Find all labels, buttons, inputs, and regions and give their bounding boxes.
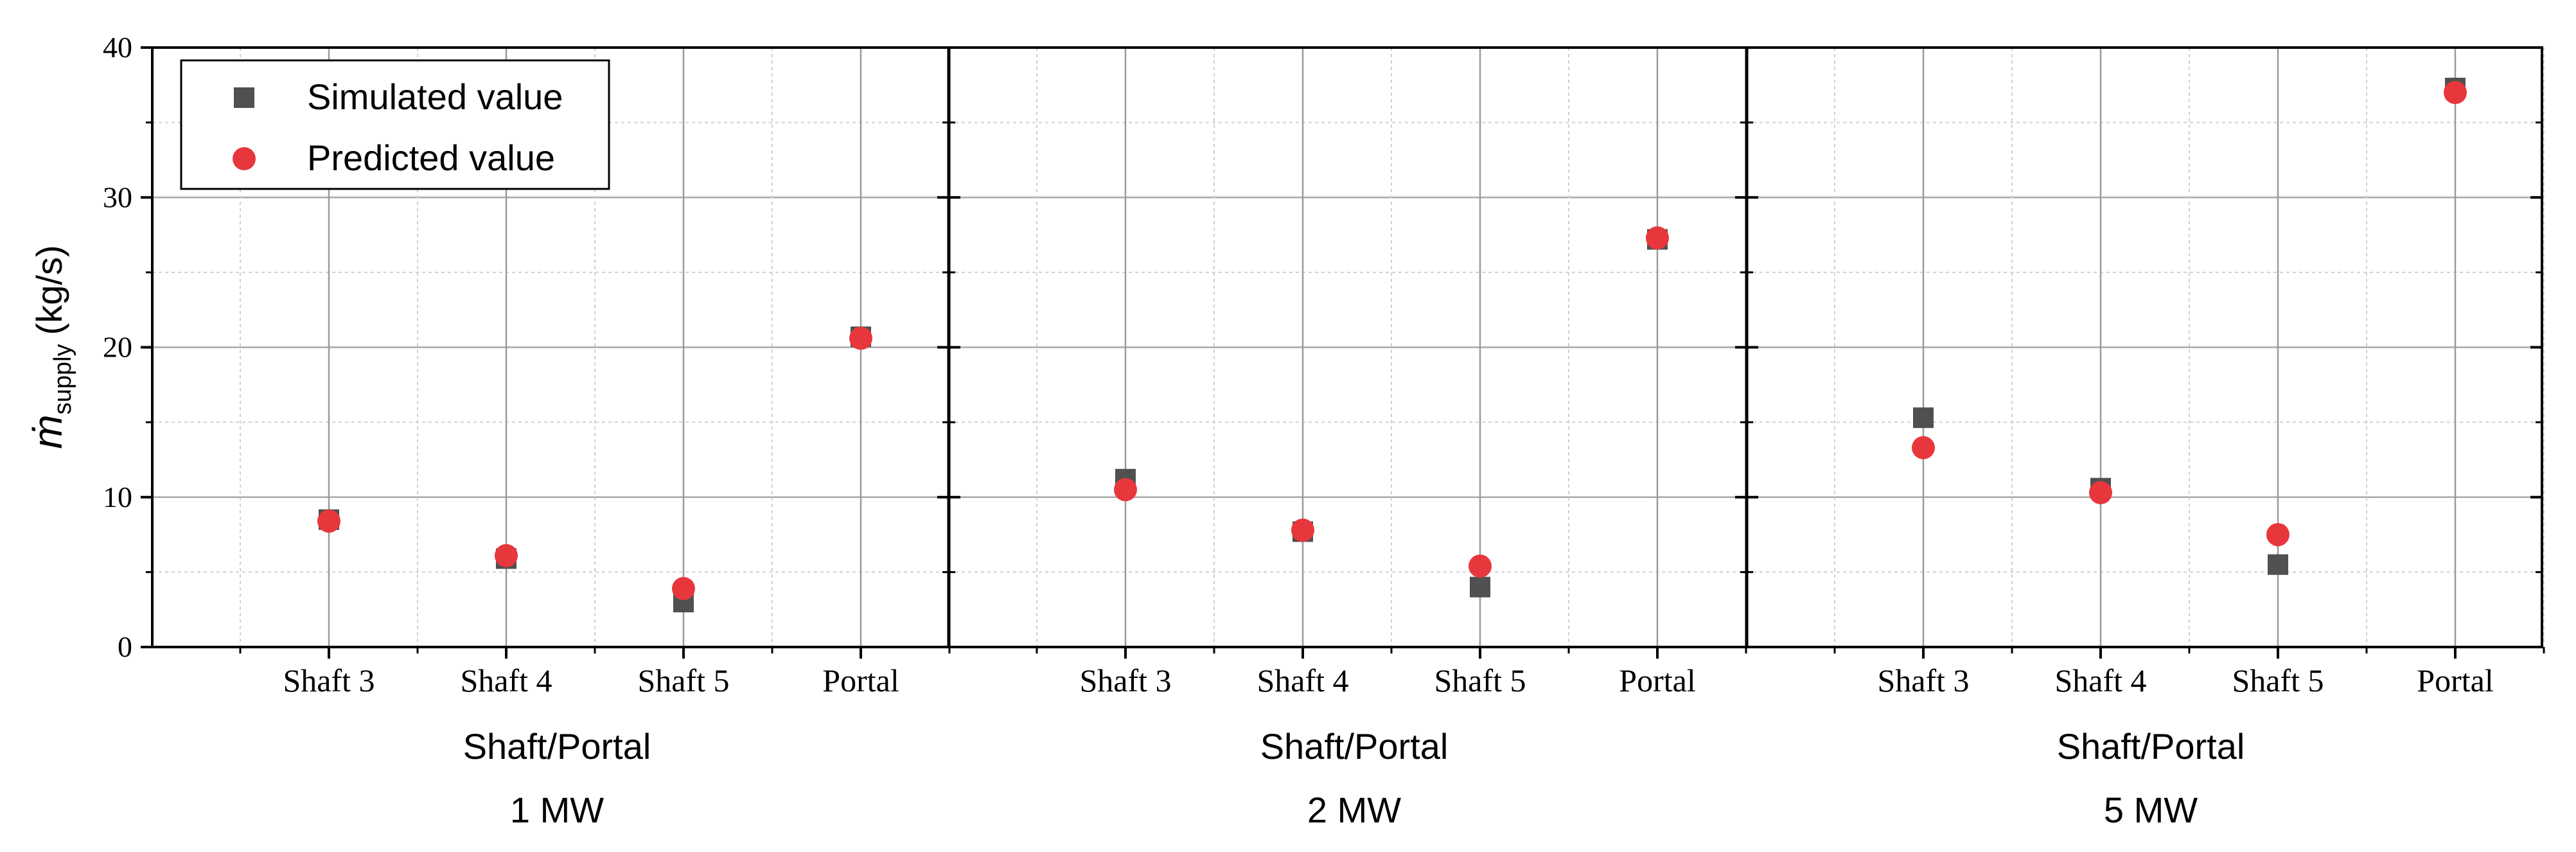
y-tick-label: 10 bbox=[103, 481, 132, 513]
grid-layer bbox=[152, 48, 2545, 647]
x-tick-label: Shaft 5 bbox=[1434, 662, 1526, 698]
frame-layer bbox=[141, 46, 2545, 659]
text-layer: 0 10 20 30 40 ṁsupply (kg/s) Shaft 3 Shaft 4 Shaf… bbox=[24, 31, 2494, 830]
predicted-point bbox=[672, 577, 695, 601]
y-axis-subscript: supply bbox=[49, 344, 76, 414]
x-tick-label: Shaft 3 bbox=[1079, 662, 1171, 698]
y-axis-symbol: ṁ bbox=[24, 414, 71, 448]
x-tick-label: Shaft 4 bbox=[2054, 662, 2146, 698]
predicted-point bbox=[1912, 436, 1935, 459]
legend: Simulated value Predicted value bbox=[180, 59, 610, 190]
y-tick-label: 20 bbox=[103, 331, 132, 364]
y-tick-label: 30 bbox=[103, 181, 132, 213]
x-tick-label: Shaft 3 bbox=[1877, 662, 1969, 698]
panel-condition-label: 5 MW bbox=[2104, 790, 2198, 830]
panel-condition-label: 2 MW bbox=[1307, 790, 1401, 830]
legend-circle-marker bbox=[233, 147, 256, 170]
y-tick-label: 0 bbox=[118, 630, 132, 663]
x-tick-label: Shaft 3 bbox=[283, 662, 375, 698]
x-tick-label: Shaft 5 bbox=[637, 662, 729, 698]
predicted-point bbox=[317, 510, 340, 533]
y-tick-label: 40 bbox=[103, 31, 132, 64]
x-tick-label: Shaft 4 bbox=[1257, 662, 1348, 698]
x-axis-label: Shaft/Portal bbox=[1260, 726, 1449, 767]
x-tick-label: Shaft 4 bbox=[460, 662, 552, 698]
x-axis-label: Shaft/Portal bbox=[463, 726, 651, 767]
x-tick-label: Portal bbox=[822, 662, 899, 698]
legend-label: Predicted value bbox=[307, 138, 555, 178]
x-tick-label: Portal bbox=[1619, 662, 1695, 698]
y-axis-unit: (kg/s) bbox=[29, 245, 69, 335]
marks-layer bbox=[317, 77, 2467, 613]
legend-box bbox=[180, 59, 610, 190]
x-tick-label: Portal bbox=[2417, 662, 2493, 698]
predicted-point bbox=[1469, 555, 1492, 578]
y-axis-label: ṁsupply (kg/s) bbox=[24, 245, 76, 448]
legend-label: Simulated value bbox=[307, 76, 563, 117]
predicted-point bbox=[2444, 80, 2467, 104]
simulated-point bbox=[1470, 576, 1490, 598]
simulated-point bbox=[1913, 407, 1934, 429]
predicted-point bbox=[849, 326, 872, 350]
predicted-point bbox=[1291, 519, 1314, 542]
legend-square-marker bbox=[234, 87, 254, 108]
predicted-point bbox=[1646, 226, 1669, 250]
predicted-point bbox=[2266, 523, 2289, 547]
panel-condition-label: 1 MW bbox=[510, 790, 604, 830]
x-axis-label: Shaft/Portal bbox=[2057, 726, 2245, 767]
predicted-point bbox=[2089, 481, 2112, 504]
predicted-point bbox=[1114, 478, 1137, 502]
simulated-point bbox=[2268, 554, 2288, 575]
x-tick-label: Shaft 5 bbox=[2232, 662, 2324, 698]
predicted-point bbox=[495, 544, 518, 567]
